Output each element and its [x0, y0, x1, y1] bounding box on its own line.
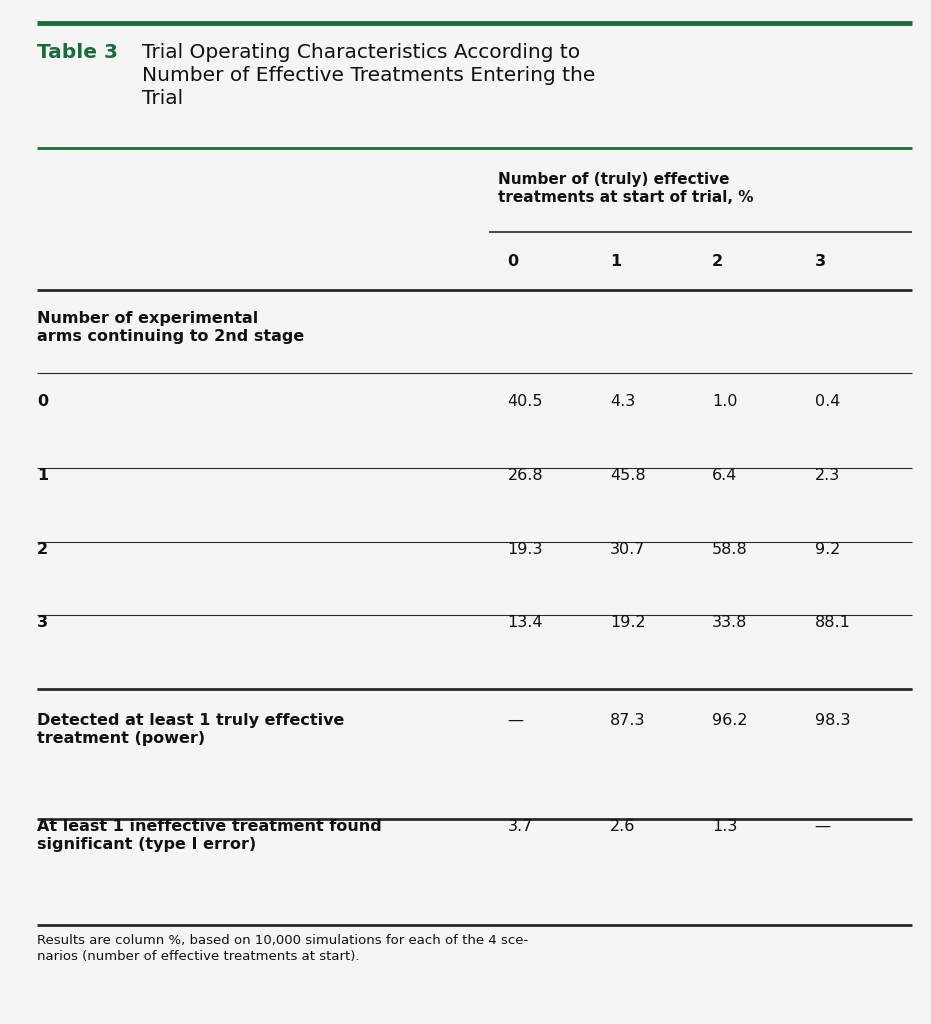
Text: 2: 2 — [712, 254, 723, 269]
Text: 45.8: 45.8 — [610, 468, 645, 483]
Text: 2: 2 — [37, 542, 48, 557]
Text: 1.0: 1.0 — [712, 394, 737, 410]
Text: 1: 1 — [37, 468, 48, 483]
Text: At least 1 ineffective treatment found
significant (type I error): At least 1 ineffective treatment found s… — [37, 819, 382, 852]
Text: Results are column %, based on 10,000 simulations for each of the 4 sce-
narios : Results are column %, based on 10,000 si… — [37, 934, 529, 964]
Text: 88.1: 88.1 — [815, 615, 851, 631]
Text: 26.8: 26.8 — [507, 468, 543, 483]
Text: 6.4: 6.4 — [712, 468, 737, 483]
Text: 96.2: 96.2 — [712, 713, 748, 728]
Text: 87.3: 87.3 — [610, 713, 645, 728]
Text: 3: 3 — [815, 254, 826, 269]
Text: —: — — [815, 819, 830, 835]
Text: 19.3: 19.3 — [507, 542, 543, 557]
Text: 4.3: 4.3 — [610, 394, 635, 410]
Text: 1.3: 1.3 — [712, 819, 737, 835]
Text: 98.3: 98.3 — [815, 713, 850, 728]
Text: 9.2: 9.2 — [815, 542, 840, 557]
Text: 1: 1 — [610, 254, 621, 269]
Text: Number of (truly) effective
treatments at start of trial, %: Number of (truly) effective treatments a… — [498, 172, 753, 205]
Text: 30.7: 30.7 — [610, 542, 645, 557]
Text: 0.4: 0.4 — [815, 394, 840, 410]
Text: 3.7: 3.7 — [507, 819, 533, 835]
Text: 33.8: 33.8 — [712, 615, 748, 631]
Text: 0: 0 — [507, 254, 519, 269]
Text: Table 3: Table 3 — [37, 43, 118, 62]
Text: 2.3: 2.3 — [815, 468, 840, 483]
Text: Trial Operating Characteristics According to
Number of Effective Treatments Ente: Trial Operating Characteristics Accordin… — [142, 43, 595, 108]
Text: 13.4: 13.4 — [507, 615, 543, 631]
Text: 40.5: 40.5 — [507, 394, 543, 410]
Text: 0: 0 — [37, 394, 48, 410]
Text: 3: 3 — [37, 615, 48, 631]
Text: 2.6: 2.6 — [610, 819, 635, 835]
Text: 19.2: 19.2 — [610, 615, 645, 631]
Text: —: — — [507, 713, 523, 728]
Text: Detected at least 1 truly effective
treatment (power): Detected at least 1 truly effective trea… — [37, 713, 344, 745]
Text: Number of experimental
arms continuing to 2nd stage: Number of experimental arms continuing t… — [37, 311, 304, 344]
Text: 58.8: 58.8 — [712, 542, 748, 557]
